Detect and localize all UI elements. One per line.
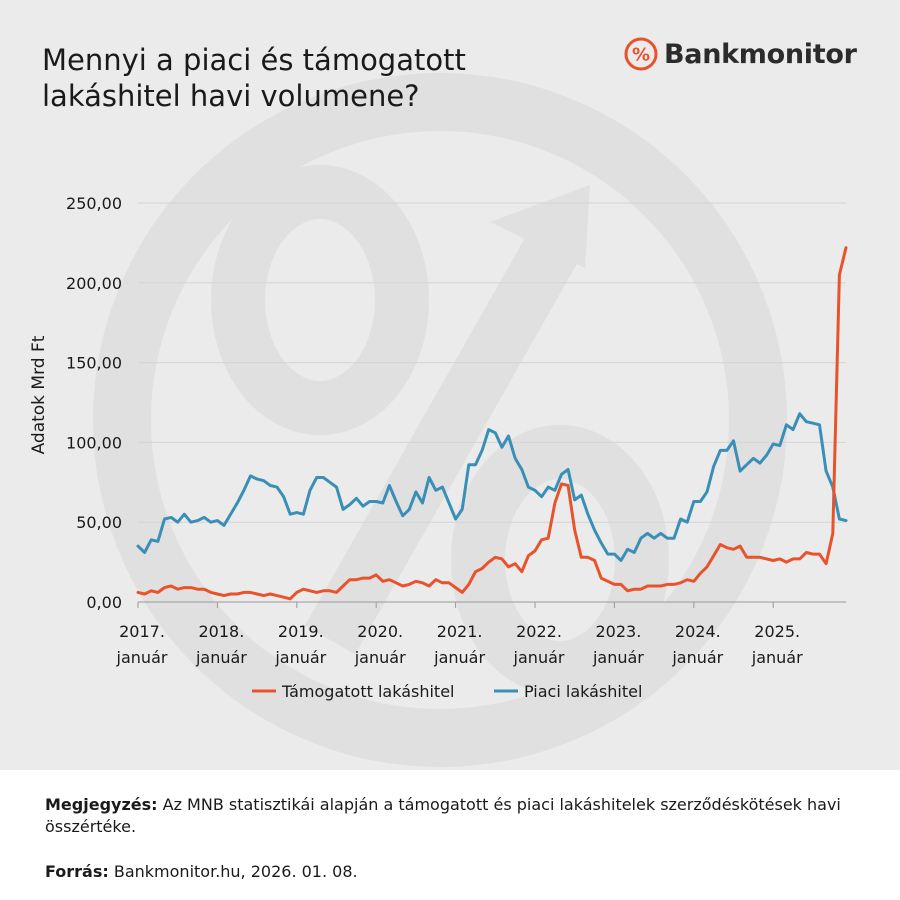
percent-watermark-icon bbox=[93, 73, 787, 767]
y-tick-label: 100,00 bbox=[66, 433, 122, 452]
x-tick-year: 2017. bbox=[119, 622, 165, 641]
grid-lines bbox=[138, 202, 846, 603]
legend-label: Támogatott lakáshitel bbox=[281, 682, 454, 701]
x-tick-year: 2020. bbox=[357, 622, 403, 641]
y-axis-label: Adatok Mrd Ft bbox=[29, 335, 49, 454]
x-tick-month: január bbox=[751, 648, 803, 667]
note-label: Megjegyzés: bbox=[45, 795, 158, 814]
source-label: Forrás: bbox=[45, 862, 109, 881]
x-tick-month: január bbox=[116, 648, 168, 667]
title-line-2: lakáshitel havi volumene? bbox=[42, 79, 420, 113]
x-tick-month: január bbox=[195, 648, 247, 667]
x-tick-year: 2024. bbox=[675, 622, 721, 641]
series-line-piaci bbox=[136, 412, 848, 562]
line-chart: 0,00 50,00 100,00 150,00 200,00 250,00 Adatok… bbox=[29, 194, 848, 701]
x-tick-month: január bbox=[513, 648, 565, 667]
x-tick-month: január bbox=[671, 648, 723, 667]
y-tick-label: 250,00 bbox=[66, 194, 122, 213]
x-tick-year: 2025. bbox=[754, 622, 800, 641]
footer: Megjegyzés: Az MNB statisztikái alapján … bbox=[0, 770, 900, 900]
y-tick-label: 50,00 bbox=[76, 513, 122, 532]
x-tick-month: január bbox=[433, 648, 485, 667]
x-tick-year: 2021. bbox=[437, 622, 483, 641]
note-text: Az MNB statisztikái alapján a támogatott… bbox=[45, 795, 841, 836]
series-line-tamogatott bbox=[136, 246, 848, 601]
y-tick-labels: 0,00 50,00 100,00 150,00 200,00 250,00 bbox=[66, 194, 122, 612]
legend-label: Piaci lakáshitel bbox=[524, 682, 642, 701]
x-tick-year: 2023. bbox=[596, 622, 642, 641]
x-tick-year: 2022. bbox=[516, 622, 562, 641]
x-tick-month: január bbox=[592, 648, 644, 667]
y-tick-label: 150,00 bbox=[66, 354, 122, 373]
note: Megjegyzés: Az MNB statisztikái alapján … bbox=[45, 794, 845, 838]
title-line-1: Mennyi a piaci és támogatott bbox=[42, 43, 466, 77]
y-tick-label: 200,00 bbox=[66, 274, 122, 293]
source: Forrás: Bankmonitor.hu, 2026. 01. 08. bbox=[45, 862, 358, 881]
svg-text:%: % bbox=[632, 45, 650, 66]
page-title: Mennyi a piaci és támogatott lakáshitel … bbox=[42, 42, 562, 114]
series-lines bbox=[136, 246, 848, 601]
y-tick-label: 0,00 bbox=[86, 593, 122, 612]
source-text: Bankmonitor.hu, 2026. 01. 08. bbox=[108, 862, 358, 881]
legend: Támogatott lakáshitel Piaci lakáshitel bbox=[252, 682, 642, 701]
x-tick-labels: 2017. január 2018. január 2019. január 2020. ja… bbox=[116, 602, 803, 667]
logo-text: Bankmonitor bbox=[664, 38, 857, 70]
bankmonitor-logo: % Bankmonitor bbox=[624, 36, 857, 72]
x-tick-year: 2018. bbox=[198, 622, 244, 641]
x-tick-month: január bbox=[354, 648, 406, 667]
percent-logo-icon: % bbox=[624, 37, 658, 71]
x-tick-month: január bbox=[274, 648, 326, 667]
x-tick-year: 2019. bbox=[278, 622, 324, 641]
